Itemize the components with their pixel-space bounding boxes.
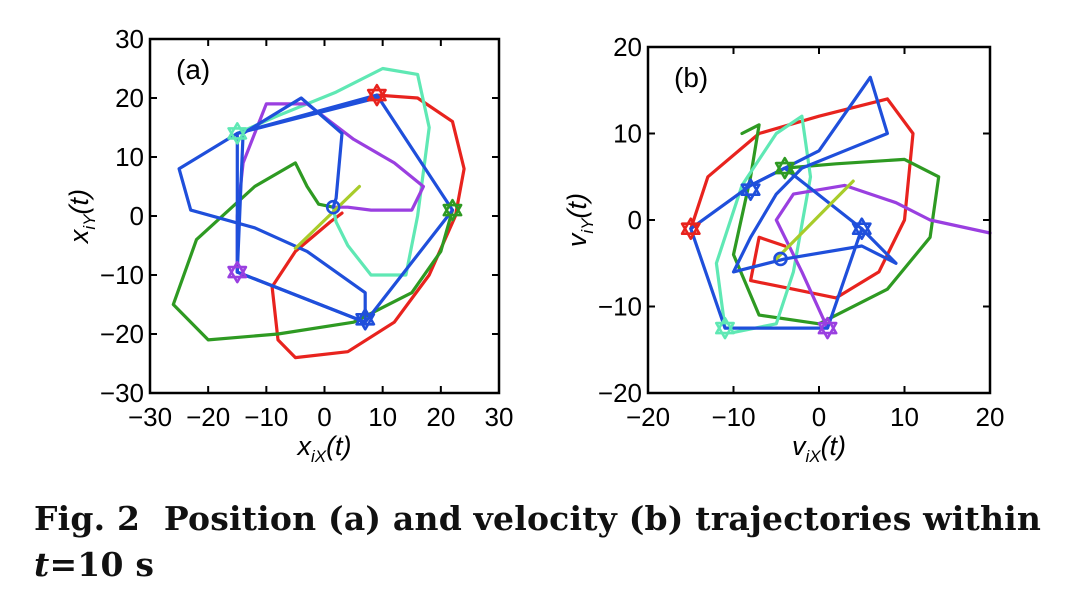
x-axis-label: xiX(t)	[295, 431, 351, 466]
series-yellow-green-segment	[774, 179, 855, 261]
y-tick-label: 0	[628, 205, 642, 235]
y-tick-label: −10	[100, 260, 144, 290]
x-tick-label: 10	[368, 402, 397, 432]
marker-hexagram	[851, 217, 872, 240]
marker-circle	[773, 251, 788, 267]
x-tick-label: −10	[244, 402, 288, 432]
marker-hexagram	[740, 178, 761, 201]
y-tick-label: 30	[115, 24, 144, 54]
marker-circle	[325, 199, 341, 215]
panel-a-chart: −30 −20 −10 0 10 20 30 −30 −20 −10 0 10 20 30 (a) xiX(t…	[64, 24, 513, 466]
y-tick-label: −20	[598, 378, 642, 408]
marker-hexagram	[366, 83, 387, 107]
x-tick-label: 0	[317, 402, 331, 432]
caption-rest: =10 s	[49, 545, 155, 584]
series-cyan-trajectory	[714, 114, 813, 334]
x-tick-label: −30	[128, 402, 172, 432]
y-tick-label: 10	[613, 119, 642, 149]
marker-hexagram	[817, 316, 838, 340]
y-tick-label: −10	[598, 292, 642, 322]
series-blue-trajectory	[731, 75, 898, 274]
series-yellow-green-segment	[293, 184, 361, 250]
marker-hexagram	[715, 316, 735, 340]
axes-frame	[646, 45, 992, 395]
series-blue-trajectory	[177, 96, 379, 324]
series-purple-trajectory	[235, 102, 425, 274]
series-blue-polygon	[235, 93, 455, 324]
panel-b-chart: −20 −10 0 10 20 −20 −10 0 10 20 (b) viX(t) viY(t)	[562, 32, 1004, 466]
caption-text-line1: Position (a) and velocity (b) trajectori…	[163, 499, 1042, 538]
x-tick-label: 0	[812, 402, 826, 432]
marker-hexagram	[227, 122, 248, 145]
x-tick-label: 20	[976, 402, 1005, 432]
y-tick-label: 0	[130, 201, 144, 231]
series-cyan-trajectory	[235, 66, 431, 277]
caption-variable: t	[34, 545, 50, 584]
series-purple-trajectory	[774, 183, 992, 330]
y-axis-label: viY(t)	[562, 193, 597, 247]
y-axis-label: xiY(t)	[64, 189, 99, 245]
marker-hexagram	[680, 217, 701, 240]
figure: −30 −20 −10 0 10 20 30 −30 −20 −10 0 10 20 30 (a) xiX(t…	[64, 24, 1004, 466]
x-tick-label: 10	[890, 402, 919, 432]
panel-label: (a)	[176, 54, 210, 85]
x-tick-label: −20	[186, 402, 230, 432]
y-tick-label: −30	[100, 378, 144, 408]
marker-hexagram	[774, 156, 795, 180]
marker-hexagram	[227, 260, 248, 284]
marker-hexagram	[442, 198, 463, 222]
x-tick-label: 20	[426, 402, 455, 432]
y-tick-label: 20	[115, 83, 144, 113]
x-tick-label: −10	[711, 402, 755, 432]
x-tick-label: −20	[626, 402, 670, 432]
series-red-trajectory	[270, 93, 466, 360]
marker-hexagram	[355, 308, 376, 331]
y-tick-label: −20	[100, 319, 144, 349]
y-tick-label: 20	[613, 32, 642, 62]
series-green-trajectory	[171, 161, 455, 342]
figure-caption: Fig. 2 Position (a) and velocity (b) tra…	[34, 496, 1074, 588]
x-axis-label: viX(t)	[792, 431, 846, 466]
x-tick-label: 30	[485, 402, 514, 432]
caption-label: Fig. 2	[34, 499, 141, 538]
panel-label: (b)	[674, 62, 708, 93]
y-tick-label: 10	[115, 142, 144, 172]
